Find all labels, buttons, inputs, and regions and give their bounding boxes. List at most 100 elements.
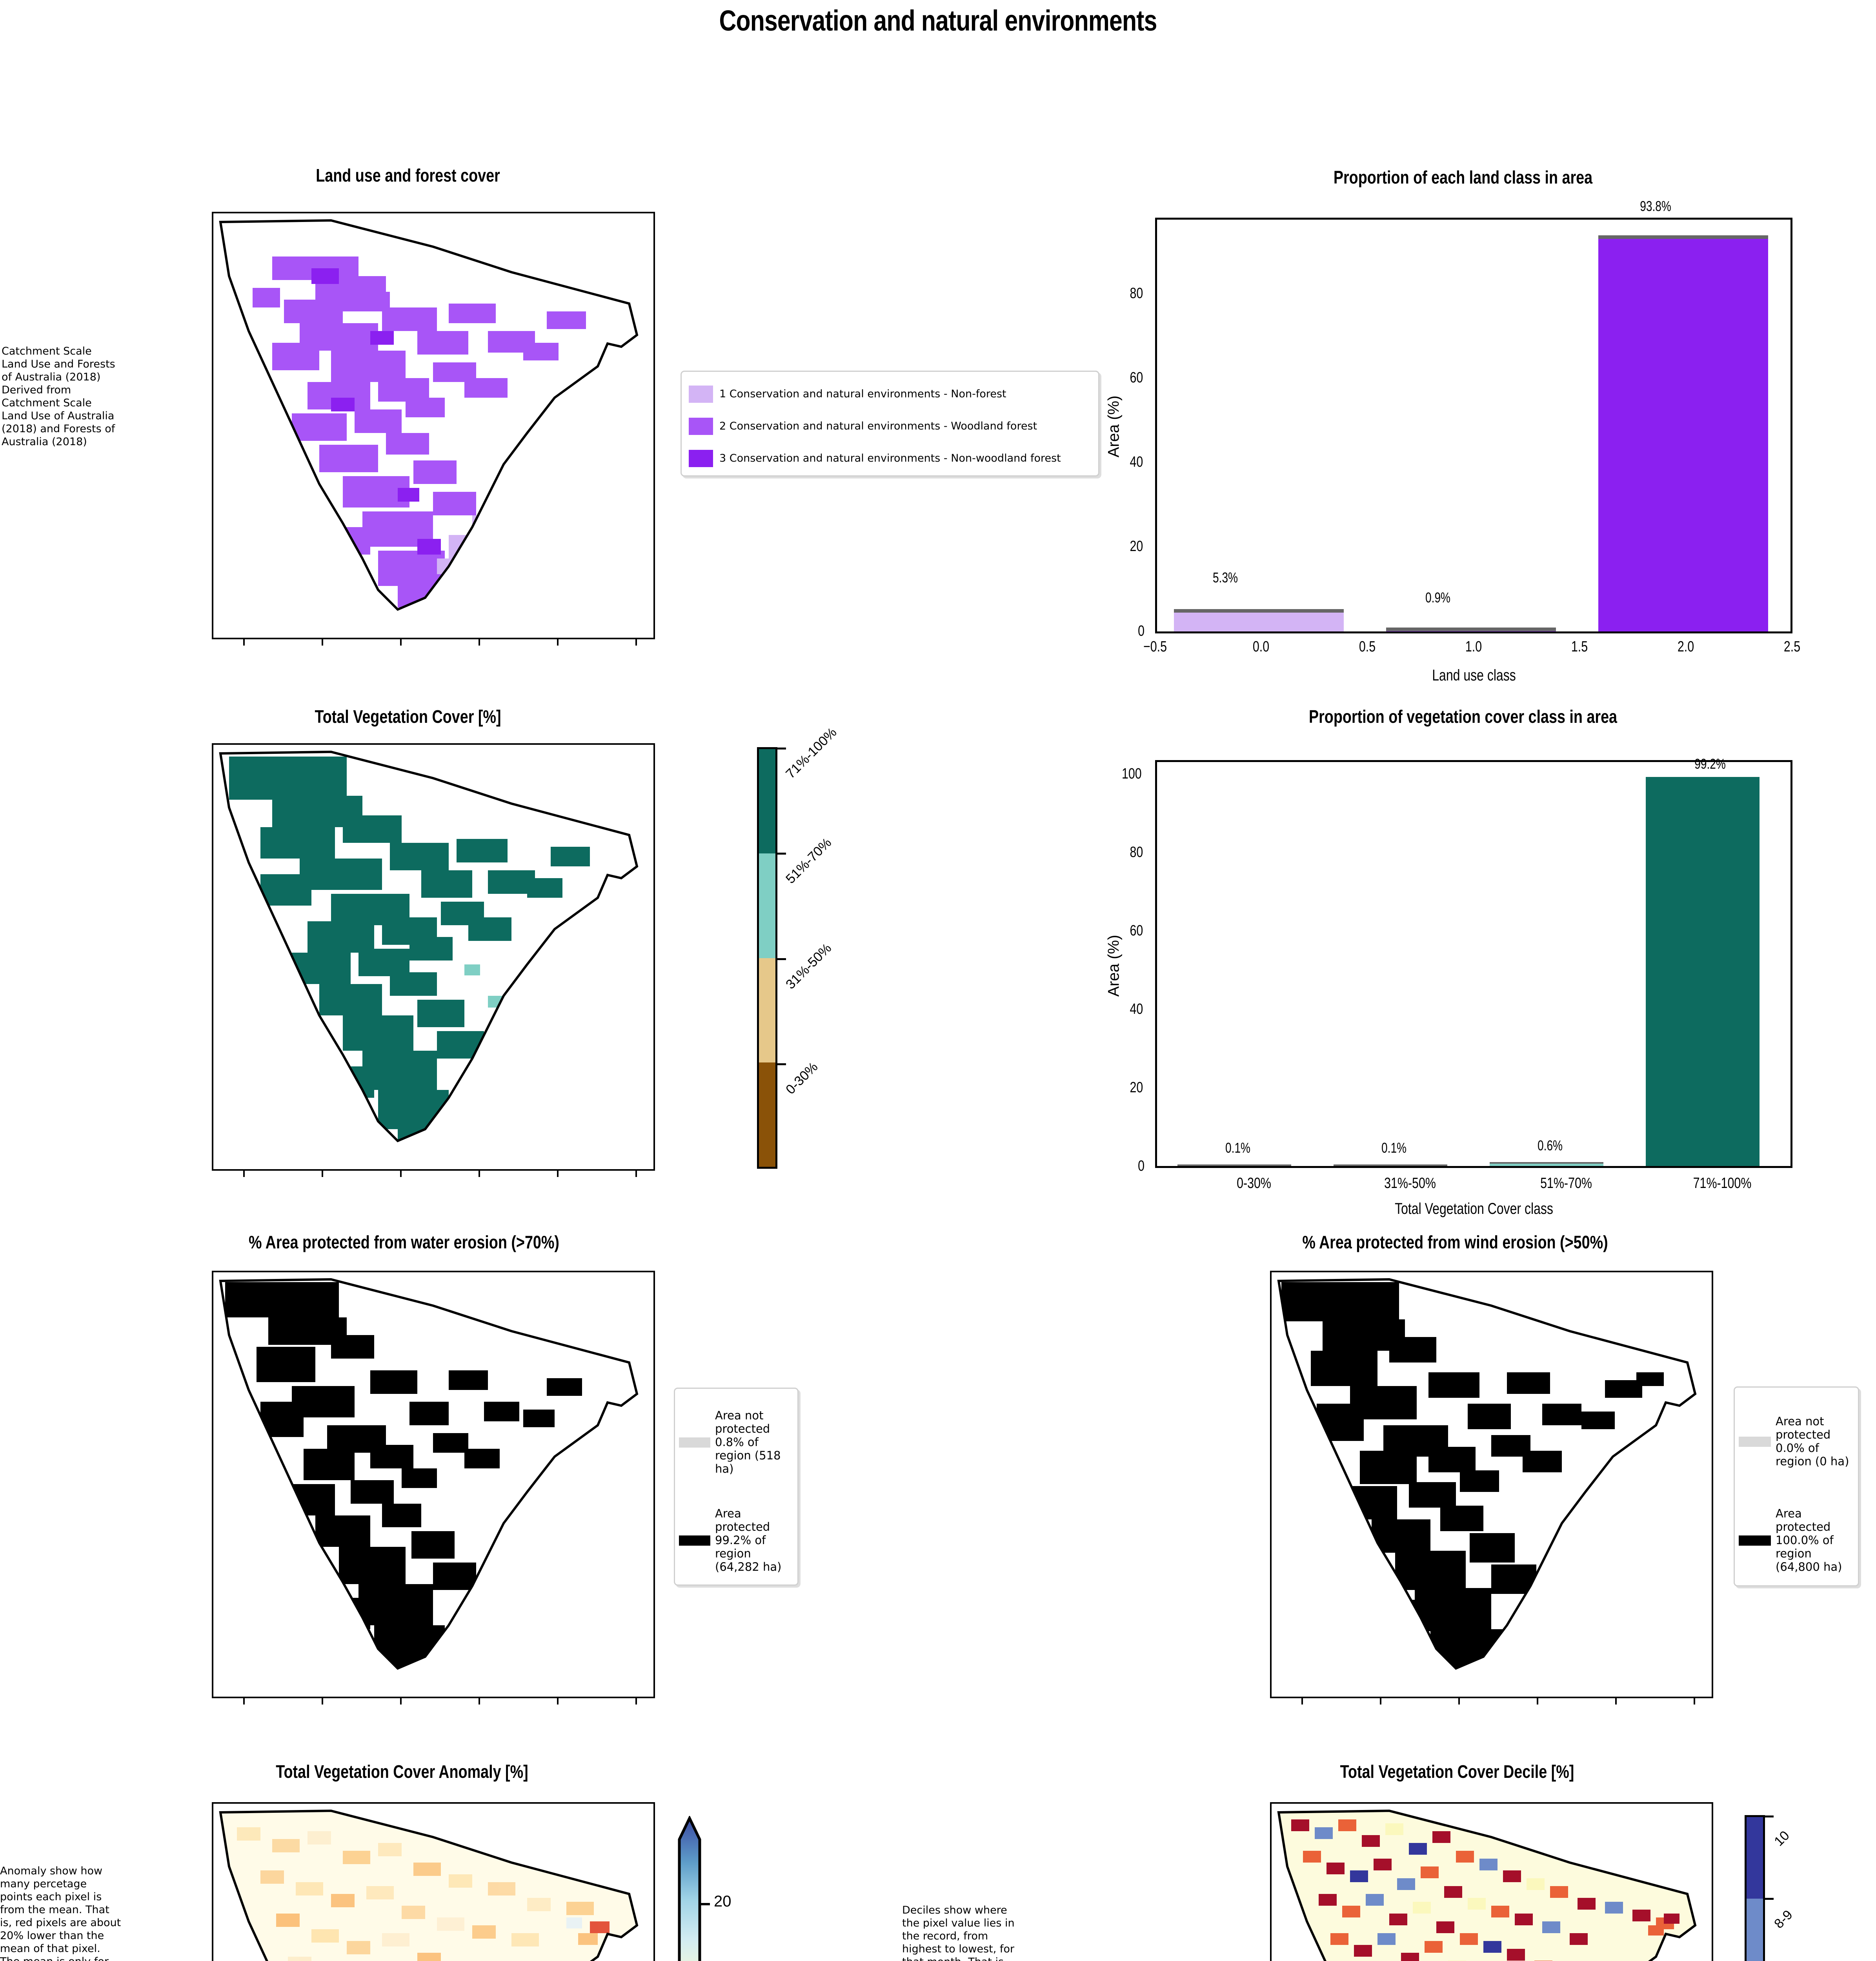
colorbar-label-31-50: 31%-50%	[783, 940, 835, 992]
veg-cover-map-title: Total Vegetation Cover [%]	[315, 706, 501, 727]
xtick-land-class-1: 0.0	[1252, 639, 1270, 655]
land-use-map-graphic	[219, 219, 639, 611]
legend-label: 1 Conservation and natural environments …	[719, 387, 1006, 400]
bar-veg-class-0	[1177, 1164, 1291, 1166]
map2-tick-6	[635, 1171, 637, 1177]
water-erosion-map-title: % Area protected from water erosion (>70…	[249, 1232, 559, 1252]
ytick-land-class-80: 80	[1130, 285, 1143, 302]
legend-label: Area not protected 0.8% of region (518 h…	[715, 1409, 781, 1475]
legend-item: 3 Conservation and natural environments …	[687, 442, 1093, 475]
yaxis-label-land-class: Area (%)	[1105, 395, 1123, 458]
water-erosion-map	[212, 1271, 655, 1698]
bar-land-class-2	[1598, 235, 1768, 631]
xtick-veg-class-0: 0-30%	[1237, 1175, 1271, 1192]
decile-tick-8-9	[1765, 1898, 1774, 1900]
colorbar-label-71-100: 71%-100%	[783, 725, 840, 782]
wind-erosion-map	[1270, 1271, 1713, 1698]
legend-swatch-non-woodland-forest	[689, 450, 713, 467]
colorbar-tick-2	[777, 853, 786, 855]
xtick-veg-class-2: 51%-70%	[1540, 1175, 1592, 1192]
bar-land-class-0	[1174, 609, 1344, 631]
veg-class-chart-plot	[1155, 760, 1792, 1168]
colorbar-segment-71-100	[759, 749, 775, 854]
colorbar-segment-10	[1747, 1817, 1763, 1899]
ytick-land-class-0: 0	[1138, 623, 1145, 639]
map4-tick-1	[1301, 1698, 1303, 1705]
map3-tick-4	[479, 1698, 480, 1705]
ytick-veg-class-80: 80	[1130, 844, 1143, 860]
map1-tick-1	[243, 639, 245, 646]
decile-colorbar	[1745, 1815, 1765, 1961]
yaxis-label-veg-class: Area (%)	[1105, 935, 1123, 997]
legend-item: Area not protected 0.8% of region (518 h…	[679, 1393, 793, 1492]
ytick-land-class-40: 40	[1130, 454, 1143, 470]
xtick-land-class-2: 0.5	[1359, 639, 1376, 655]
legend-swatch-woodland-forest	[689, 418, 713, 435]
anomaly-colorbar	[678, 1816, 701, 1961]
legend-label: Area not protected 0.0% of region (0 ha)	[1776, 1415, 1849, 1468]
map3-tick-2	[322, 1698, 323, 1705]
legend-item: Area protected 100.0% of region (64,800 …	[1739, 1491, 1854, 1590]
colorbar-label-51-70: 51%-70%	[783, 835, 835, 887]
land-class-chart-title: Proportion of each land class in area	[1333, 167, 1593, 187]
anomaly-map	[212, 1802, 655, 1961]
decile-tick-10	[1765, 1815, 1774, 1817]
bar-label-land-class-1: 0.9%	[1425, 589, 1451, 606]
legend-swatch-not-protected	[679, 1437, 710, 1448]
map1-tick-2	[322, 639, 323, 646]
legend-label: Area protected 100.0% of region (64,800 …	[1776, 1507, 1842, 1574]
map3-tick-6	[635, 1698, 637, 1705]
water-erosion-map-graphic	[219, 1278, 639, 1670]
map1-tick-4	[479, 639, 480, 646]
ytick-veg-class-40: 40	[1130, 1001, 1143, 1017]
ytick-veg-class-100: 100	[1121, 766, 1142, 782]
colorbar-tick-1	[777, 748, 786, 749]
map4-tick-4	[1537, 1698, 1538, 1705]
bar-label-veg-class-1: 0.1%	[1381, 1140, 1407, 1156]
map4-tick-3	[1458, 1698, 1460, 1705]
ytick-land-class-60: 60	[1130, 369, 1143, 386]
map2-tick-2	[322, 1171, 323, 1177]
wind-erosion-map-title: % Area protected from wind erosion (>50%…	[1302, 1232, 1608, 1252]
map2-tick-4	[479, 1171, 480, 1177]
map4-tick-5	[1615, 1698, 1617, 1705]
colorbar-label-0-30: 0-30%	[783, 1059, 821, 1097]
legend-item: Area not protected 0.0% of region (0 ha)	[1739, 1392, 1854, 1491]
xtick-veg-class-3: 71%-100%	[1693, 1175, 1752, 1192]
colorbar-segment-31-50	[759, 958, 775, 1062]
bar-veg-class-1	[1334, 1164, 1447, 1166]
map4-tick-2	[1380, 1698, 1381, 1705]
legend-swatch-protected	[679, 1535, 710, 1546]
veg-cover-map-graphic	[219, 750, 639, 1142]
decile-map	[1270, 1802, 1713, 1961]
veg-class-chart-title: Proportion of vegetation cover class in …	[1308, 706, 1618, 727]
decile-map-title: Total Vegetation Cover Decile [%]	[1340, 1761, 1574, 1782]
map2-tick-3	[400, 1171, 402, 1177]
bar-label-veg-class-2: 0.6%	[1538, 1137, 1563, 1153]
xtick-land-class-5: 2.0	[1677, 639, 1694, 655]
land-use-map-title: Land use and forest cover	[316, 165, 500, 186]
anomaly-colorbar-label-20: 20	[714, 1893, 731, 1910]
bar-veg-class-3	[1646, 777, 1760, 1166]
land-use-map	[212, 212, 655, 639]
wind-erosion-map-graphic	[1277, 1278, 1697, 1670]
xtick-land-class-6: 2.5	[1783, 639, 1801, 655]
ytick-land-class-20: 20	[1130, 538, 1143, 555]
map4-tick-6	[1694, 1698, 1695, 1705]
xaxis-label-veg-class: Total Vegetation Cover class	[1395, 1200, 1553, 1217]
legend-swatch-nonforest	[689, 386, 713, 403]
veg-cover-map	[212, 743, 655, 1171]
map1-tick-3	[400, 639, 402, 646]
colorbar-tick-3	[777, 958, 786, 960]
legend-item: 1 Conservation and natural environments …	[687, 378, 1093, 410]
legend-label: 3 Conservation and natural environments …	[719, 452, 1061, 464]
legend-item: 2 Conservation and natural environments …	[687, 410, 1093, 442]
land-use-caption: Catchment Scale Land Use and Forests of …	[2, 345, 115, 448]
map3-tick-1	[243, 1698, 245, 1705]
xtick-veg-class-1: 31%-50%	[1384, 1175, 1436, 1192]
map2-tick-1	[243, 1171, 245, 1177]
anomaly-caption: Anomaly show how many percetage points e…	[0, 1865, 121, 1961]
ytick-veg-class-60: 60	[1130, 922, 1143, 939]
legend-label: Area protected 99.2% of region (64,282 h…	[715, 1507, 782, 1574]
map1-tick-5	[557, 639, 559, 646]
